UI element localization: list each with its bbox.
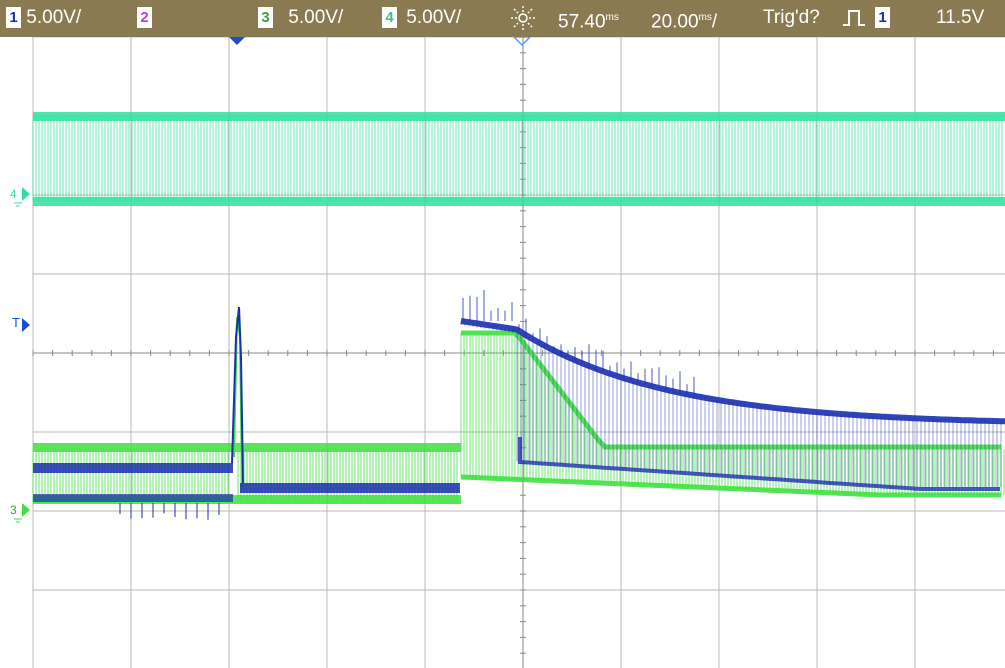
timebase-value: 20.00: [651, 11, 699, 33]
delay-value: 57.40: [558, 11, 606, 33]
channel-4-badge[interactable]: 4: [382, 7, 397, 29]
svg-text:3: 3: [10, 503, 17, 517]
trigger-level-marker[interactable]: T: [12, 315, 30, 332]
timebase-unit: ms: [698, 12, 712, 23]
delay-marker[interactable]: [512, 37, 532, 47]
channel-2-badge[interactable]: 2: [137, 7, 152, 29]
waveform-display[interactable]: 4 T 3: [0, 37, 1005, 668]
svg-text:4: 4: [10, 187, 17, 201]
channel-3-scale: 5.00V/: [288, 7, 344, 28]
channel-3-badge[interactable]: 3: [258, 7, 273, 29]
timebase-setting[interactable]: 20.00ms/: [651, 7, 717, 33]
channel-1-badge[interactable]: 1: [6, 7, 21, 29]
ch3-ground-marker[interactable]: 3: [10, 503, 30, 523]
trigger-position-marker[interactable]: [229, 37, 245, 45]
sun-icon[interactable]: [510, 5, 536, 37]
channel-3-setting[interactable]: 3 5.00V/: [258, 7, 343, 29]
traces: [32, 112, 1005, 520]
trigger-level[interactable]: 11.5V: [936, 7, 985, 28]
channel-1-scale: 5.00V/: [26, 7, 82, 28]
horizontal-delay[interactable]: 57.40ms: [558, 7, 619, 33]
channel-4-scale: 5.00V/: [406, 7, 462, 28]
rising-edge-icon[interactable]: [842, 9, 866, 33]
trigger-source[interactable]: 1: [875, 7, 890, 29]
trigger-status: Trig'd?: [763, 7, 820, 28]
status-bar: 1 5.00V/ 2 3 5.00V/ 4 5.00V/ 57.40ms 20.…: [0, 0, 1005, 37]
trigger-source-badge[interactable]: 1: [875, 7, 890, 29]
channel-2-setting[interactable]: 2: [137, 7, 152, 29]
timebase-suffix: /: [711, 11, 718, 33]
delay-unit: ms: [605, 12, 619, 23]
ch4-ground-marker[interactable]: 4: [10, 187, 30, 207]
channel-4-setting[interactable]: 4 5.00V/: [382, 7, 461, 29]
svg-text:T: T: [12, 315, 20, 330]
channel-1-setting[interactable]: 1 5.00V/: [6, 7, 81, 29]
